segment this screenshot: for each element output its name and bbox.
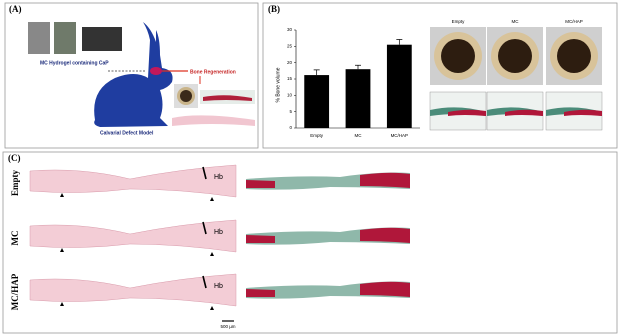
panel-label: (A) (9, 4, 22, 14)
he-section (29, 219, 237, 253)
defect-hole (557, 39, 591, 73)
y-tick-label: 20 (287, 60, 293, 65)
panel-b-frame (262, 2, 618, 149)
vial-photo (54, 22, 76, 54)
bar (345, 69, 371, 128)
bone (564, 109, 602, 116)
regeneration-label: Bone Regeneration (190, 69, 236, 75)
error-bar (396, 39, 403, 45)
y-axis-label: % Bone volume (275, 67, 281, 102)
x-tick-label: MC (355, 133, 363, 138)
arrowhead (60, 302, 214, 310)
y-tick-label: 5 (289, 109, 292, 114)
arrowhead (60, 193, 214, 201)
arrow (202, 221, 207, 235)
panel-c-frame (2, 151, 618, 334)
hb-label: Hb (214, 283, 223, 290)
scale-label: 500 µm (220, 324, 235, 329)
bar (386, 44, 412, 129)
bone (505, 109, 543, 116)
vial-photo (28, 22, 50, 54)
bar (304, 75, 330, 128)
bone (448, 109, 486, 116)
he-section (29, 164, 237, 198)
rabbit (94, 22, 173, 127)
hb-label: Hb (214, 174, 223, 181)
y-tick-label: 15 (287, 76, 293, 81)
hydrogel-label: MC Hydrogel containing CaP (40, 60, 109, 66)
hb-label: Hb (214, 229, 223, 236)
error-bar (355, 64, 361, 70)
panel-label: (C) (8, 153, 21, 163)
sem-photo (82, 27, 122, 51)
he-section (29, 273, 237, 307)
defect (150, 67, 162, 75)
row-label: MC/HAP (10, 273, 20, 310)
defect-hole (498, 39, 532, 73)
y-tick-label: 10 (287, 93, 293, 98)
x-tick-label: MC/HAP (391, 133, 409, 138)
column-label: MC/HAP (565, 19, 583, 24)
arrow (202, 166, 207, 180)
bone-red (246, 281, 410, 297)
bone-red (246, 172, 410, 188)
arrow (202, 275, 207, 289)
x-tick-label: Empty (310, 133, 324, 138)
y-tick-label: 0 (289, 125, 292, 130)
he-strip (172, 115, 255, 126)
panel-a-frame (4, 2, 259, 149)
arrowhead (60, 248, 214, 256)
column-label: Empty (452, 19, 466, 24)
defect-hole (441, 39, 475, 73)
panel-label: (B) (268, 4, 280, 14)
error-bar (313, 69, 320, 76)
row-label: MC (10, 231, 20, 246)
row-label: Empty (10, 170, 20, 197)
y-tick-label: 25 (287, 44, 293, 49)
bone-red (246, 227, 410, 243)
y-tick-label: 30 (287, 27, 293, 32)
model-label: Calvarial Defect Model (100, 130, 154, 136)
column-label: MC (512, 19, 520, 24)
